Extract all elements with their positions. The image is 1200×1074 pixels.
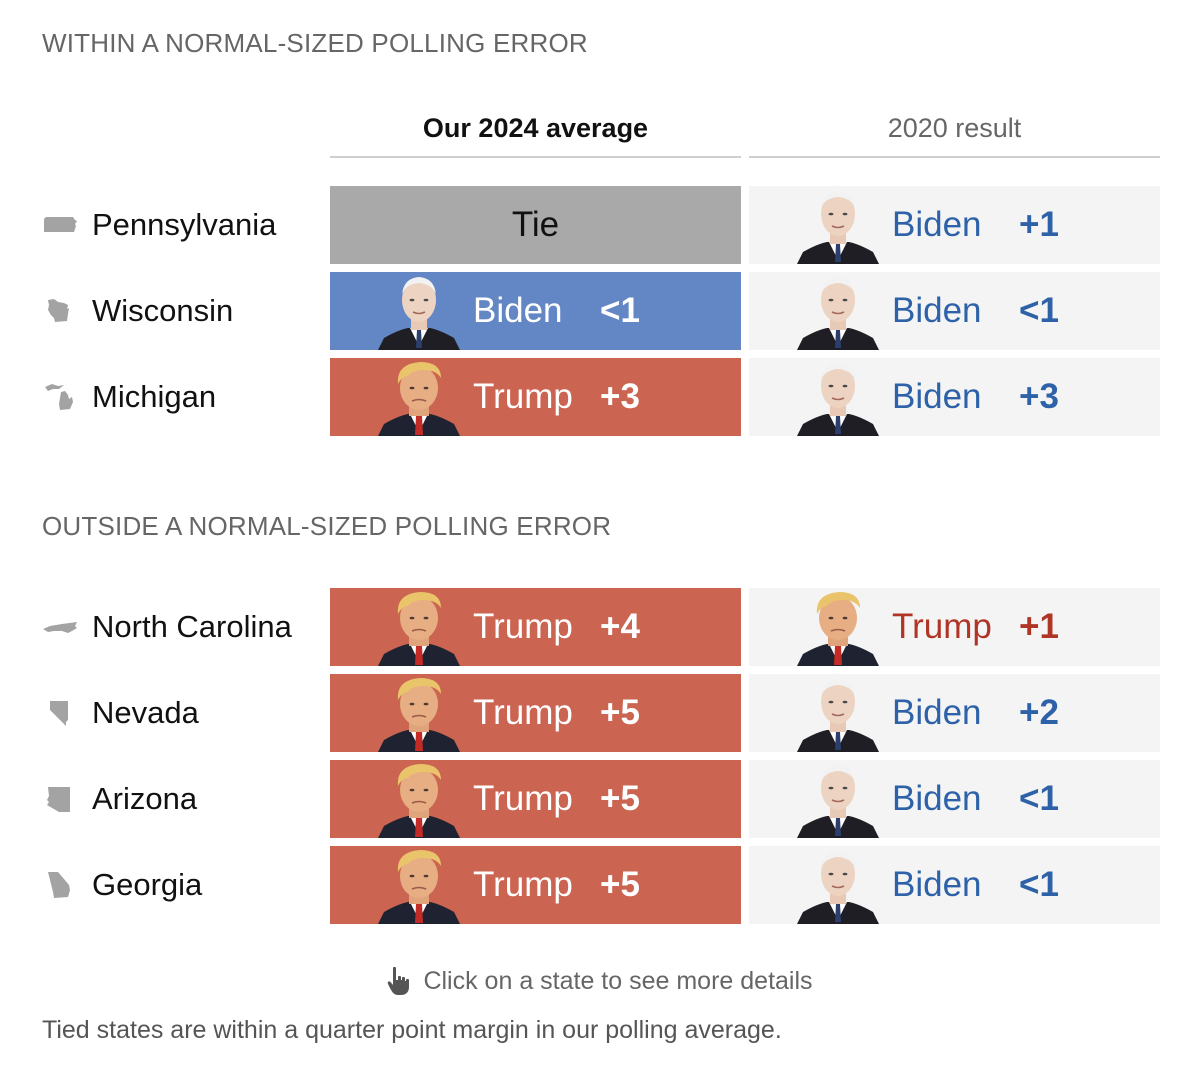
section-title-outside: OUTSIDE A NORMAL-SIZED POLLING ERROR	[42, 511, 612, 541]
column-header-result: 2020 result	[749, 100, 1160, 158]
table-row: Wisconsin Biden <1 Biden <1	[0, 272, 1200, 350]
margin-label: +3	[1019, 377, 1059, 416]
trump-portrait-icon	[378, 358, 460, 436]
click-hint-text: Click on a state to see more details	[423, 966, 813, 995]
wisconsin-shape-icon	[42, 296, 78, 326]
candidate-label: Biden	[892, 865, 982, 904]
average-cell-trump[interactable]: Trump +4	[330, 588, 741, 666]
candidate-label: Biden	[892, 205, 982, 244]
table-row: Nevada Trump +5 Biden +2	[0, 674, 1200, 752]
section-title-within: WITHIN A NORMAL-SIZED POLLING ERROR	[42, 28, 588, 58]
state-name: Pennsylvania	[92, 207, 277, 242]
margin-label: +4	[600, 607, 640, 646]
margin-label: <1	[1019, 779, 1059, 818]
tie-label: Tie	[511, 205, 560, 244]
column-header-average: Our 2024 average	[330, 100, 741, 158]
state-north-carolina[interactable]: North Carolina	[42, 588, 292, 666]
table-row: Michigan Trump +3 Biden +3	[0, 358, 1200, 436]
footnote: Tied states are within a quarter point m…	[42, 1016, 782, 1044]
candidate-label: Biden	[473, 291, 563, 330]
state-michigan[interactable]: Michigan	[42, 358, 216, 436]
trump-portrait-icon	[797, 588, 879, 666]
margin-label: <1	[1019, 291, 1059, 330]
trump-portrait-icon	[378, 674, 460, 752]
state-georgia[interactable]: Georgia	[42, 846, 202, 924]
candidate-label: Biden	[892, 291, 982, 330]
margin-label: <1	[600, 291, 640, 330]
margin-label: +1	[1019, 607, 1059, 646]
georgia-shape-icon	[42, 870, 78, 900]
biden-portrait-icon	[797, 846, 879, 924]
state-pennsylvania[interactable]: Pennsylvania	[42, 186, 276, 264]
michigan-shape-icon	[42, 382, 78, 412]
margin-label: +1	[1019, 205, 1059, 244]
result-cell-biden[interactable]: Biden <1	[749, 846, 1160, 924]
average-cell-trump[interactable]: Trump +3	[330, 358, 741, 436]
state-nevada[interactable]: Nevada	[42, 674, 199, 752]
candidate-label: Biden	[892, 377, 982, 416]
margin-label: +2	[1019, 693, 1059, 732]
biden-portrait-icon	[797, 760, 879, 838]
result-cell-biden[interactable]: Biden <1	[749, 272, 1160, 350]
trump-portrait-icon	[378, 588, 460, 666]
candidate-label: Trump	[473, 693, 573, 732]
result-cell-trump[interactable]: Trump +1	[749, 588, 1160, 666]
click-hint: Click on a state to see more details	[0, 966, 1200, 996]
state-arizona[interactable]: Arizona	[42, 760, 197, 838]
table-row: Arizona Trump +5 Biden <1	[0, 760, 1200, 838]
margin-label: +5	[600, 865, 640, 904]
pointing-hand-icon	[387, 966, 413, 996]
result-cell-biden[interactable]: Biden <1	[749, 760, 1160, 838]
north-carolina-shape-icon	[42, 612, 78, 642]
margin-label: +3	[600, 377, 640, 416]
average-cell-trump[interactable]: Trump +5	[330, 760, 741, 838]
trump-portrait-icon	[378, 846, 460, 924]
table-row: North Carolina Trump +4 Trump +1	[0, 588, 1200, 666]
average-cell-tie[interactable]: Tie	[330, 186, 741, 264]
result-cell-biden[interactable]: Biden +1	[749, 186, 1160, 264]
state-name: North Carolina	[92, 609, 292, 644]
result-cell-biden[interactable]: Biden +3	[749, 358, 1160, 436]
table-row: Georgia Trump +5 Biden <1	[0, 846, 1200, 924]
candidate-label: Trump	[473, 607, 573, 646]
state-name: Wisconsin	[92, 293, 234, 328]
biden-portrait-icon	[797, 358, 879, 436]
pennsylvania-shape-icon	[42, 210, 78, 240]
state-name: Nevada	[92, 695, 199, 730]
margin-label: <1	[1019, 865, 1059, 904]
biden-portrait-icon	[797, 674, 879, 752]
state-name: Arizona	[92, 781, 198, 816]
candidate-label: Biden	[892, 693, 982, 732]
candidate-label: Trump	[892, 607, 992, 646]
average-cell-biden[interactable]: Biden <1	[330, 272, 741, 350]
candidate-label: Biden	[892, 779, 982, 818]
margin-label: +5	[600, 693, 640, 732]
average-cell-trump[interactable]: Trump +5	[330, 674, 741, 752]
result-cell-biden[interactable]: Biden +2	[749, 674, 1160, 752]
trump-portrait-icon	[378, 760, 460, 838]
biden-portrait-icon	[797, 272, 879, 350]
candidate-label: Trump	[473, 779, 573, 818]
nevada-shape-icon	[42, 698, 78, 728]
state-name: Georgia	[92, 867, 203, 902]
biden-portrait-icon	[797, 186, 879, 264]
margin-label: +5	[600, 779, 640, 818]
arizona-shape-icon	[42, 784, 78, 814]
table-row: Pennsylvania Tie Biden +1	[0, 186, 1200, 264]
candidate-label: Trump	[473, 377, 573, 416]
average-cell-trump[interactable]: Trump +5	[330, 846, 741, 924]
biden-portrait-icon	[378, 272, 460, 350]
state-name: Michigan	[92, 379, 217, 414]
candidate-label: Trump	[473, 865, 573, 904]
state-wisconsin[interactable]: Wisconsin	[42, 272, 233, 350]
